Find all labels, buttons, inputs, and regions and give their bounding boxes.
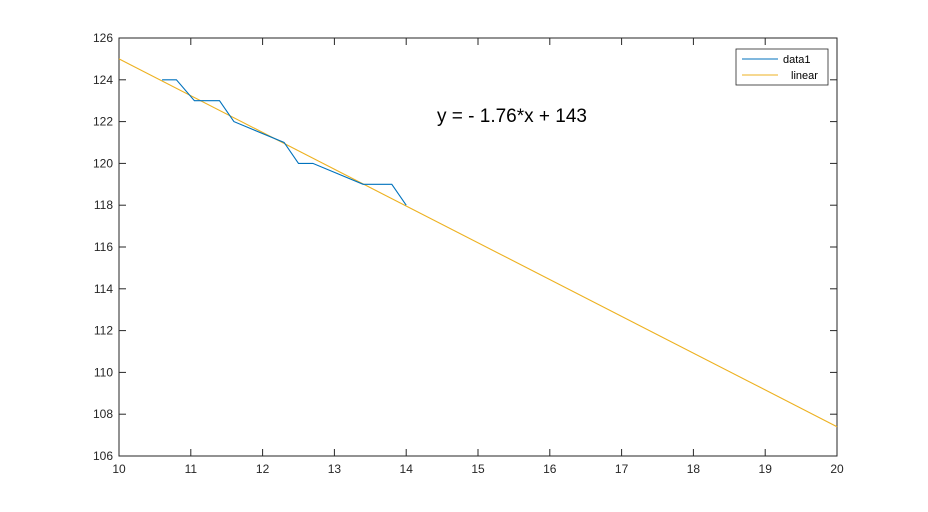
x-tick-label: 17	[615, 462, 629, 476]
y-tick-label: 106	[93, 449, 113, 463]
x-tick-label: 15	[471, 462, 485, 476]
legend-label-data1: data1	[783, 54, 811, 66]
x-tick-label: 13	[328, 462, 342, 476]
plot-area	[118, 37, 838, 457]
x-axis: 10 11 12 13 14 15 16 17 18 19 20	[112, 38, 844, 476]
y-tick-label: 116	[94, 240, 113, 254]
y-tick-label: 118	[94, 198, 113, 212]
y-tick-label: 124	[93, 73, 113, 87]
x-tick-label: 16	[543, 462, 557, 476]
x-tick-label: 19	[759, 462, 773, 476]
fit-equation-annotation: y = - 1.76*x + 143	[437, 106, 587, 127]
y-tick-label: 112	[94, 324, 113, 338]
x-tick-label: 14	[400, 462, 414, 476]
y-axis: 106 108 110 112 114 116 118 120 122 124 126	[93, 31, 837, 463]
series-line-linear	[118, 58, 838, 428]
x-tick-label: 20	[830, 462, 844, 476]
y-tick-label: 110	[94, 365, 113, 379]
y-tick-label: 122	[93, 115, 113, 129]
legend-label-linear: linear	[791, 70, 818, 82]
legend-box	[735, 48, 829, 86]
x-tick-label: 11	[185, 462, 198, 476]
x-tick-label: 10	[112, 462, 126, 476]
y-tick-label: 108	[93, 407, 113, 421]
y-tick-label: 126	[93, 31, 113, 45]
series-layer	[118, 58, 838, 428]
y-tick-label: 120	[93, 156, 113, 170]
x-tick-label: 12	[256, 462, 270, 476]
legend[interactable]: data1 linear	[735, 48, 829, 86]
axes-box	[118, 37, 838, 457]
x-tick-label: 18	[687, 462, 701, 476]
series-line-data1	[162, 79, 407, 206]
y-tick-label: 114	[94, 282, 113, 296]
